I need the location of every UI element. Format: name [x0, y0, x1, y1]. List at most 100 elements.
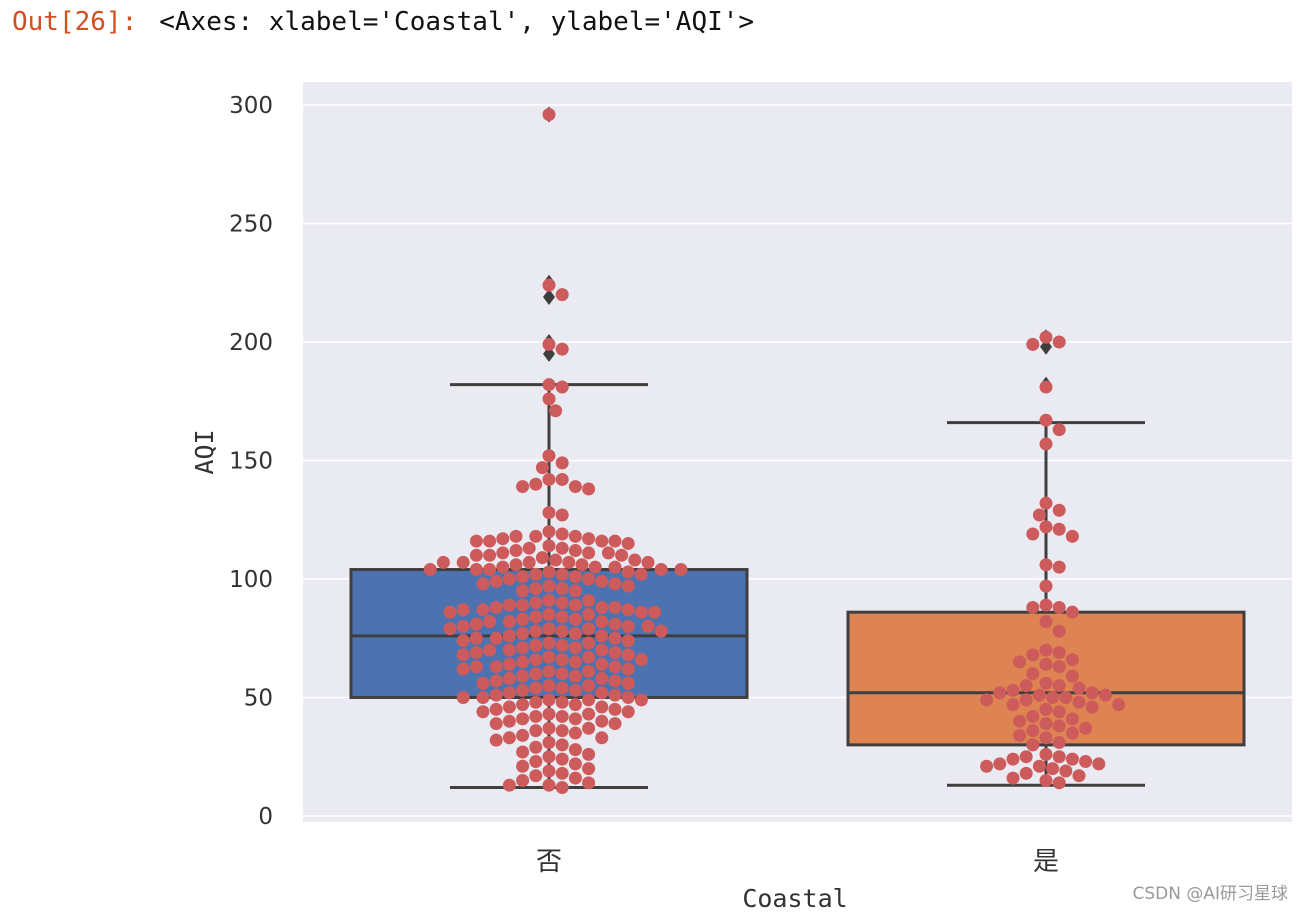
swarm-point: [993, 757, 1007, 771]
swarm-point: [608, 702, 622, 716]
swarm-point: [648, 605, 662, 619]
swarm-point: [1026, 724, 1040, 738]
swarm-point: [1052, 705, 1066, 719]
swarm-point: [555, 766, 569, 780]
swarm-point: [1026, 527, 1040, 541]
swarm-point: [582, 622, 596, 636]
swarm-point: [993, 686, 1007, 700]
swarm-point: [568, 698, 582, 712]
swarm-point: [456, 619, 470, 633]
swarm-point: [582, 721, 596, 735]
output-prompt: Out[26]:: [12, 7, 138, 37]
swarm-point: [516, 773, 530, 787]
swarm-point: [568, 757, 582, 771]
swarm-point: [1065, 669, 1079, 683]
swarm-point: [1032, 759, 1046, 773]
swarm-point: [1039, 702, 1053, 716]
swarm-point: [483, 548, 497, 562]
swarm-point: [582, 636, 596, 650]
swarm-point: [1006, 771, 1020, 785]
swarm-point: [1085, 686, 1099, 700]
swarm-point: [1026, 738, 1040, 752]
swarm-point: [529, 638, 543, 652]
swarm-point: [555, 709, 569, 723]
swarm-point: [555, 288, 569, 302]
swarm-point: [516, 655, 530, 669]
swarm-point: [1065, 653, 1079, 667]
swarm-point: [502, 657, 516, 671]
swarm-point: [555, 738, 569, 752]
swarm-point: [542, 278, 556, 292]
swarm-layer: [423, 107, 1126, 795]
swarm-point: [1052, 660, 1066, 674]
swarm-point: [555, 567, 569, 581]
swarm-point: [1072, 769, 1086, 783]
swarm-point: [502, 598, 516, 612]
swarm-point: [582, 572, 596, 586]
swarm-point: [509, 558, 523, 572]
swarm-point: [555, 724, 569, 738]
swarm-point: [1039, 747, 1053, 761]
swarm-point: [542, 778, 556, 792]
swarm-point: [522, 541, 536, 555]
swarm-point: [1032, 508, 1046, 522]
swarm-point: [516, 669, 530, 683]
swarm-point: [489, 674, 503, 688]
swarm-point: [502, 572, 516, 586]
swarm-point: [621, 603, 635, 617]
swarm-point: [634, 653, 648, 667]
swarm-point: [529, 581, 543, 595]
swarm-point: [529, 695, 543, 709]
swarm-point: [555, 624, 569, 638]
y-tick-label: 200: [229, 330, 273, 356]
swarm-point: [568, 529, 582, 543]
swarm-point: [502, 672, 516, 686]
swarm-point: [1039, 643, 1053, 657]
swarm-point: [608, 688, 622, 702]
y-tick-label: 250: [229, 212, 273, 238]
swarm-point: [621, 536, 635, 550]
swarm-point: [1026, 667, 1040, 681]
swarm-point: [555, 596, 569, 610]
swarm-point: [1019, 750, 1033, 764]
swarm-point: [555, 752, 569, 766]
y-tick-label: 100: [229, 567, 273, 593]
swarm-point: [469, 660, 483, 674]
swarm-point: [621, 691, 635, 704]
swarm-point: [582, 747, 596, 761]
swarm-point: [608, 534, 622, 548]
swarm-point: [582, 762, 596, 776]
swarm-point: [582, 650, 596, 664]
swarm-group-1: [423, 107, 688, 795]
swarm-point: [608, 600, 622, 614]
swarm-point: [555, 472, 569, 486]
swarm-point: [443, 622, 457, 636]
swarm-point: [1039, 598, 1053, 612]
swarm-point: [542, 721, 556, 735]
swarm-point: [469, 645, 483, 659]
swarm-point: [1079, 721, 1093, 735]
swarm-point: [1006, 752, 1020, 766]
swarm-point: [529, 477, 543, 491]
swarm-point: [456, 648, 470, 662]
swarm-point: [1026, 709, 1040, 723]
swarm-point: [595, 643, 609, 657]
swarm-point: [516, 728, 530, 742]
swarm-point: [608, 631, 622, 645]
swarm-point: [489, 688, 503, 702]
swarm-point: [568, 655, 582, 669]
swarm-point: [542, 764, 556, 778]
swarm-point: [595, 731, 609, 745]
swarm-point: [502, 731, 516, 745]
x-tick-label: 是: [1033, 847, 1059, 877]
swarm-point: [595, 686, 609, 700]
swarm-point: [568, 771, 582, 785]
swarm-point: [621, 634, 635, 648]
swarm-point: [542, 650, 556, 664]
swarm-point: [1052, 522, 1066, 536]
swarm-point: [634, 605, 648, 619]
swarm-point: [1072, 681, 1086, 695]
swarm-point: [555, 610, 569, 624]
swarm-point: [496, 532, 510, 546]
swarm-point: [516, 712, 530, 726]
